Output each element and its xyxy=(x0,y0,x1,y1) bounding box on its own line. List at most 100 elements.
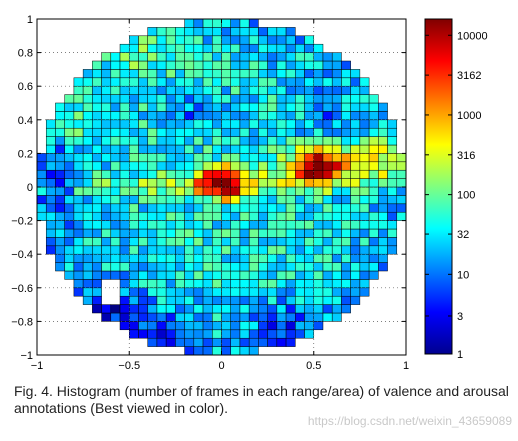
heatmap-cell xyxy=(230,27,241,37)
heatmap-cell xyxy=(92,295,102,305)
heatmap-cell xyxy=(230,94,241,104)
heatmap-cell xyxy=(165,195,176,205)
heatmap-cell xyxy=(92,178,102,188)
heatmap-cell xyxy=(267,94,278,104)
heatmap-cell xyxy=(129,85,139,95)
heatmap-cell xyxy=(212,287,222,297)
heatmap-cell xyxy=(138,127,148,137)
heatmap-cell xyxy=(267,178,278,188)
heatmap-cell xyxy=(276,77,287,87)
heatmap-cell xyxy=(322,60,333,70)
heatmap-cell xyxy=(212,27,222,37)
heatmap-cell xyxy=(82,220,93,230)
heatmap-cell xyxy=(230,312,241,322)
heatmap-cell xyxy=(230,304,241,314)
heatmap-cell xyxy=(110,169,121,179)
heatmap-cell xyxy=(138,52,148,62)
heatmap-cell xyxy=(267,161,278,171)
heatmap-cell xyxy=(147,178,158,188)
heatmap-cell xyxy=(239,287,250,297)
heatmap-cell xyxy=(212,237,222,247)
heatmap-cell xyxy=(230,69,241,79)
heatmap-cell xyxy=(92,69,102,79)
heatmap-cell xyxy=(92,186,102,196)
heatmap-cell xyxy=(387,211,398,221)
x-tick-label: 0.5 xyxy=(306,360,321,372)
heatmap-cell xyxy=(129,35,139,45)
heatmap-cell xyxy=(147,220,158,230)
heatmap-cell xyxy=(101,169,112,179)
heatmap-cell xyxy=(147,102,158,112)
heatmap-cell xyxy=(202,262,213,272)
heatmap-cell xyxy=(92,161,102,171)
heatmap-cell xyxy=(202,237,213,247)
heatmap-cell xyxy=(129,329,139,339)
heatmap-cell xyxy=(248,295,259,305)
heatmap-cell xyxy=(350,295,361,305)
heatmap-cell xyxy=(165,127,176,137)
heatmap-cell xyxy=(248,136,259,146)
heatmap-cell xyxy=(138,253,148,263)
heatmap-cell xyxy=(313,119,324,129)
heatmap-cell xyxy=(36,161,47,171)
heatmap-cell xyxy=(119,186,130,196)
heatmap-cell xyxy=(119,85,130,95)
heatmap-cell xyxy=(267,77,278,87)
heatmap-cell xyxy=(55,119,65,129)
heatmap-cell xyxy=(230,52,241,62)
heatmap-cell xyxy=(202,203,213,213)
y-tick-label: −1 xyxy=(20,350,33,362)
heatmap-cell xyxy=(276,153,287,163)
heatmap-cell xyxy=(73,77,84,87)
heatmap-cell xyxy=(212,228,222,238)
heatmap-cell xyxy=(248,321,259,331)
heatmap-cell xyxy=(175,153,185,163)
heatmap-cell xyxy=(221,69,231,79)
heatmap-cell xyxy=(295,203,305,213)
heatmap-cell xyxy=(378,178,388,188)
heatmap-cell xyxy=(285,111,296,121)
heatmap-cell xyxy=(129,321,139,331)
heatmap-cell xyxy=(350,136,361,146)
heatmap-cell xyxy=(230,262,241,272)
heatmap-cell xyxy=(82,136,93,146)
heatmap-cell xyxy=(313,85,324,95)
heatmap-cell xyxy=(230,144,241,154)
heatmap-cell xyxy=(64,153,75,163)
heatmap-cell xyxy=(92,211,102,221)
heatmap-cell xyxy=(378,169,388,179)
heatmap-cell xyxy=(156,195,167,205)
heatmap-cell xyxy=(285,43,296,53)
colorbar xyxy=(424,18,453,355)
heatmap-cell xyxy=(101,195,112,205)
heatmap-cell xyxy=(368,262,379,272)
heatmap-cell xyxy=(313,178,324,188)
heatmap-cell xyxy=(212,220,222,230)
heatmap-cell xyxy=(45,237,56,247)
heatmap-cell xyxy=(156,312,167,322)
heatmap-cell xyxy=(221,102,231,112)
heatmap-cell xyxy=(55,228,65,238)
heatmap-cell xyxy=(276,270,287,280)
heatmap-cell xyxy=(165,312,176,322)
heatmap-cell xyxy=(248,153,259,163)
heatmap-cell xyxy=(267,253,278,263)
heatmap-cell xyxy=(322,77,333,87)
heatmap-cell xyxy=(387,220,398,230)
heatmap-cell xyxy=(322,85,333,95)
heatmap-cell xyxy=(295,245,305,255)
heatmap-cell xyxy=(285,186,296,196)
heatmap-cell xyxy=(258,144,268,154)
heatmap-cell xyxy=(267,153,278,163)
heatmap-cell xyxy=(175,279,185,289)
heatmap-cell xyxy=(184,304,195,314)
heatmap-cell xyxy=(82,287,93,297)
heatmap-cell xyxy=(202,85,213,95)
heatmap-cell xyxy=(368,144,379,154)
heatmap-cell xyxy=(396,161,407,171)
heatmap-cell xyxy=(156,220,167,230)
heatmap-cell xyxy=(295,237,305,247)
heatmap-cell xyxy=(36,186,47,196)
heatmap-cell xyxy=(313,228,324,238)
heatmap-cell xyxy=(267,186,278,196)
